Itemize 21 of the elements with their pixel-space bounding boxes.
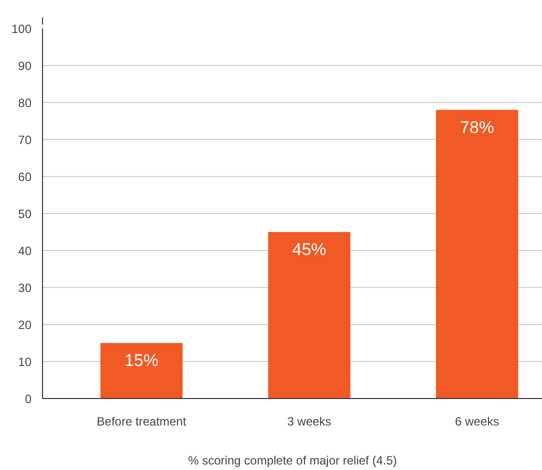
y-tick-label: 100 <box>11 22 32 36</box>
y-tick-label: 10 <box>18 355 32 369</box>
y-tick-label: 40 <box>18 244 32 258</box>
data-label: 78% <box>460 118 494 137</box>
x-tick-label: Before treatment <box>96 414 187 428</box>
bar <box>268 232 350 398</box>
x-tick-label: 3 weeks <box>287 414 332 428</box>
y-tick-label: 60 <box>18 170 32 184</box>
y-tick-label: 80 <box>18 96 32 110</box>
bar <box>436 110 518 398</box>
y-tick-label: 20 <box>18 318 32 332</box>
y-tick-label: 70 <box>18 133 32 147</box>
y-tick-label: 50 <box>18 207 32 221</box>
x-tick-label: 6 weeks <box>455 414 500 428</box>
data-label: 45% <box>292 240 326 259</box>
data-label: 15% <box>124 351 159 370</box>
bar <box>100 343 183 398</box>
y-tick-label: 0 <box>24 392 32 406</box>
x-axis-title: % scoring complete of major relief (4.5) <box>188 454 397 468</box>
y-tick-label: 30 <box>18 281 32 295</box>
y-tick-label: 90 <box>18 59 32 73</box>
